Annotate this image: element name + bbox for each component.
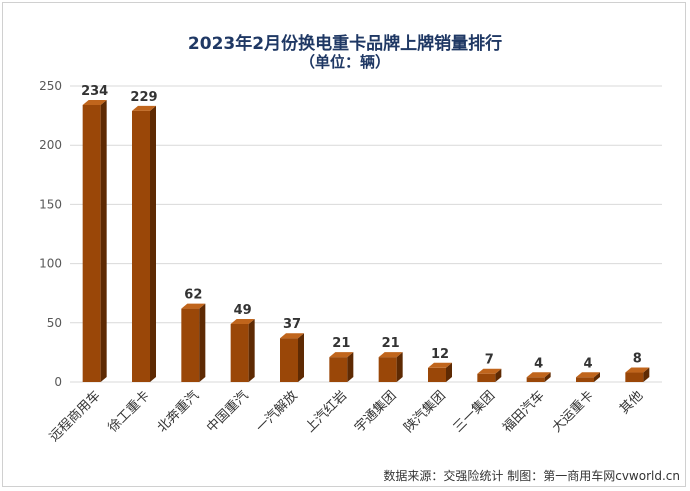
bar-side — [446, 362, 452, 382]
data-source-note: 数据来源：交强险统计 制图：第一商用车网cvworld.cn — [383, 469, 680, 483]
bar-top — [526, 372, 551, 378]
y-tick-label: 150 — [39, 197, 62, 211]
bar-top — [132, 105, 156, 111]
bar-side — [347, 352, 354, 382]
x-tick-label: 三一集团 — [450, 388, 498, 436]
bar — [181, 308, 200, 382]
x-tick-label: 陕汽集团 — [401, 388, 449, 436]
chart-frame — [2, 2, 686, 487]
bar-side — [544, 372, 551, 382]
chart-subtitle: （单位：辆） — [299, 53, 390, 71]
bar — [280, 338, 298, 382]
x-tick-label: 宇通集团 — [351, 388, 399, 436]
bar — [526, 377, 545, 382]
bar-top — [625, 367, 650, 373]
data-label: 21 — [382, 336, 400, 351]
bar-side — [100, 99, 107, 382]
x-tick-label: 福田汽车 — [499, 388, 547, 436]
y-tick-label: 250 — [39, 79, 62, 93]
data-label: 12 — [431, 347, 449, 362]
y-tick-label: 100 — [39, 257, 62, 271]
x-tick-label: 远程商用车 — [46, 388, 103, 445]
x-tick-label: 上汽红岩 — [302, 388, 350, 436]
x-tick-label: 一汽解放 — [253, 388, 300, 435]
bar-top — [181, 303, 206, 309]
bar — [576, 377, 594, 382]
bar-top — [576, 372, 600, 378]
data-label: 229 — [130, 90, 157, 105]
bar-side — [150, 105, 156, 382]
bar — [82, 104, 101, 382]
data-label: 7 — [485, 353, 494, 368]
data-label: 37 — [283, 317, 301, 332]
bar — [378, 357, 397, 382]
bar-side — [495, 368, 502, 382]
bar — [230, 323, 249, 382]
bar-side — [396, 352, 403, 382]
bar-top — [82, 99, 107, 105]
data-label: 234 — [81, 84, 108, 99]
bar-top — [329, 352, 354, 358]
data-label: 8 — [633, 352, 642, 367]
data-label: 4 — [583, 356, 592, 371]
bar-side — [248, 318, 255, 382]
data-label: 62 — [184, 288, 202, 303]
x-tick-label: 徐工重卡 — [105, 388, 153, 436]
x-tick-label: 北奔重汽 — [154, 388, 202, 436]
bar-top — [230, 318, 255, 324]
bar-side — [199, 303, 206, 382]
bar — [477, 373, 496, 382]
bar-side — [643, 367, 650, 382]
y-tick-label: 50 — [47, 316, 62, 330]
bar-side — [298, 333, 304, 382]
data-label: 49 — [234, 303, 252, 318]
bar — [329, 357, 348, 382]
data-label: 4 — [534, 356, 543, 371]
x-tick-label: 其他 — [617, 388, 646, 417]
bar — [132, 110, 150, 382]
y-tick-label: 0 — [54, 375, 62, 389]
x-tick-label: 中国重汽 — [203, 388, 251, 436]
bar-side — [594, 372, 600, 382]
bar-top — [428, 362, 452, 368]
x-tick-label: 大运重卡 — [549, 388, 597, 436]
bar-top — [378, 352, 403, 358]
bar — [428, 367, 446, 382]
y-tick-label: 200 — [39, 138, 62, 152]
bar-top — [477, 368, 502, 374]
data-label: 21 — [332, 336, 350, 351]
bar — [625, 372, 644, 382]
bar-top — [280, 333, 304, 339]
chart-title: 2023年2月份换电重卡品牌上牌销量排行 — [187, 34, 503, 54]
